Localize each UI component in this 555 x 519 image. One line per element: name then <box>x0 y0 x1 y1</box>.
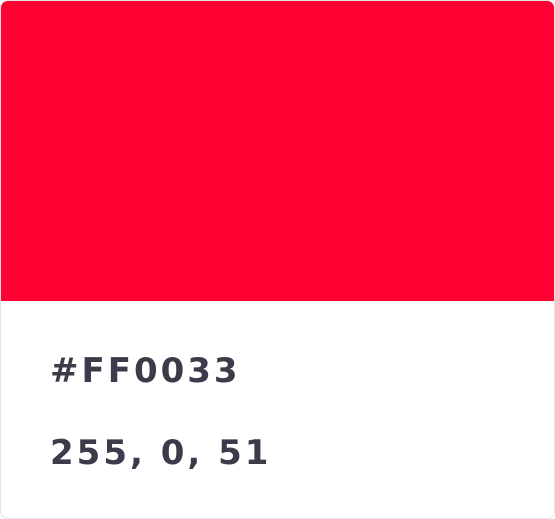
color-info: #FF0033 255, 0, 51 <box>1 301 554 475</box>
color-swatch[interactable] <box>1 1 554 301</box>
rgb-value: 255, 0, 51 <box>50 433 272 473</box>
hex-value: #FF0033 <box>50 351 241 391</box>
